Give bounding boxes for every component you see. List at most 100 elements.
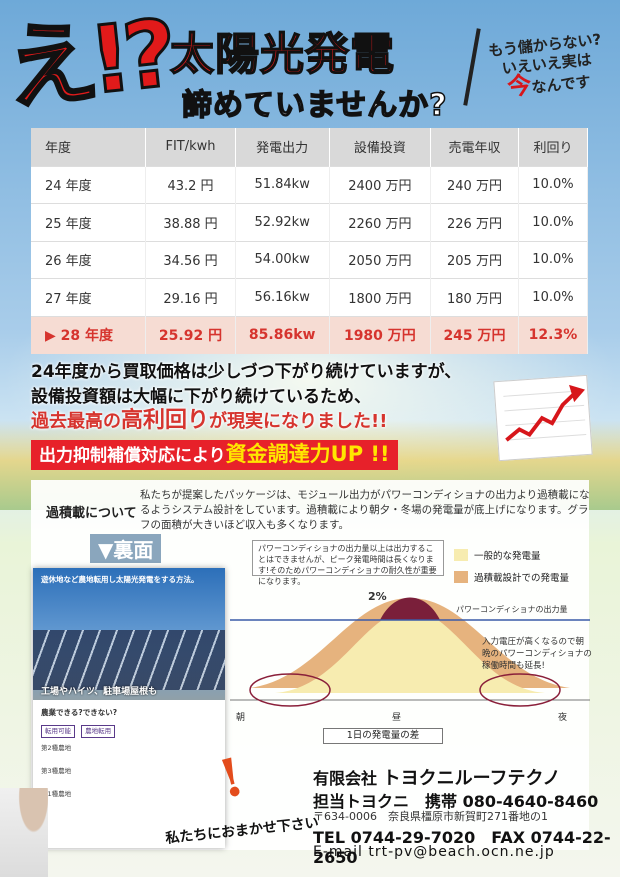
back-side-label: ▼裏面 [90, 534, 162, 563]
cell-yield: 10.0% [518, 240, 589, 279]
staff-photo [0, 788, 48, 877]
cell-investment: 1980 万円 [329, 315, 432, 354]
col-header-year: 年度 [31, 128, 147, 166]
body-line4-big: 資金調達力UP !! [225, 442, 390, 466]
cell-revenue: 205 万円 [430, 240, 519, 279]
cell-investment: 2050 万円 [329, 240, 432, 279]
side-note: もう儲からない? いえいえ実は 今なんです [475, 29, 619, 103]
cell-yield: 12.3% [518, 315, 589, 354]
cell-revenue: 180 万円 [430, 278, 519, 317]
cell-fit: 43.2 円 [145, 165, 236, 204]
chart-title: 1日の発電量の差 [323, 728, 443, 744]
company-name: 有限会社 トヨクニルーフテクノ [313, 764, 560, 790]
col-header-fit: FIT/kwh [145, 128, 236, 166]
chart-right-note: 入力電圧が高くなるので朝晩のパワーコンディショナの稼働時間も延長! [482, 637, 592, 671]
address: 〒634-0006 奈良県橿原市新賀町271番地の1 [313, 810, 548, 823]
cell-revenue: 226 万円 [430, 203, 519, 242]
company-prefix: 有限会社 [313, 769, 378, 788]
yield-table-card: 年度 FIT/kwh 発電出力 設備投資 売電年収 利回り 24 年度 43.2… [31, 128, 589, 354]
contact-person: 担当トヨクニ 携帯 080-4640-8460 [313, 792, 599, 811]
flyer-heading: 遊休地など農地転用し太陽光発電をする方法。 [41, 575, 199, 584]
evening-highlight [479, 673, 561, 707]
overloading-description: 私たちが提案したパッケージは、モジュール出力がパワーコンディショナの出力より過積… [140, 489, 590, 531]
cell-output: 54.00kw [235, 240, 330, 279]
legend-item-overloaded: 過積載設計での発電量 [454, 570, 569, 584]
legend-swatch [454, 571, 468, 583]
cell-output: 51.84kw [235, 165, 330, 204]
table-row: 24 年度 43.2 円 51.84kw 2400 万円 240 万円 10.0… [31, 165, 589, 204]
flyer-tag: 農地転用 [81, 725, 116, 738]
yield-table: 年度 FIT/kwh 発電出力 設備投資 売電年収 利回り 24 年度 43.2… [31, 128, 589, 354]
pcs-line-label: パワーコンディショナの出力量 [456, 605, 568, 614]
cell-output: 52.92kw [235, 203, 330, 242]
cell-fit: 29.16 円 [145, 278, 236, 317]
cell-output: 85.86kw [235, 315, 330, 354]
tel-fax: TEL 0744-29-7020 FAX 0744-22-2650 [313, 828, 611, 867]
flyer-photo: 遊休地など農地転用し太陽光発電をする方法。 工場やハイツ、駐車場屋根も [33, 568, 225, 700]
cell-year: 25 年度 [31, 203, 147, 242]
body-line3-a: 過去最高の [31, 411, 121, 432]
flyer-body: 農業できる?できない? 転用可能 農地転用 第2種農地 第3種農地 第1種農地 [33, 700, 225, 807]
cell-investment: 2260 万円 [329, 203, 432, 242]
cell-year: 27 年度 [31, 278, 147, 317]
col-header-revenue: 売電年収 [430, 128, 519, 166]
table-row-highlight: ▶ 28 年度 25.92 円 85.86kw 1980 万円 245 万円 1… [31, 315, 589, 354]
x-tick-morning: 朝 [236, 713, 246, 723]
x-tick-noon: 昼 [392, 713, 402, 723]
peak-cap [380, 597, 440, 620]
body-line3-b: が現実になりました!! [209, 411, 388, 432]
side-note-line3-text: なんです [530, 72, 592, 97]
overloading-heading: 過積載について [46, 506, 137, 521]
cell-investment: 1800 万円 [329, 278, 432, 317]
email-link[interactable]: E-mail trt-pv@beach.ocn.ne.jp [313, 844, 555, 860]
cell-revenue: 245 万円 [430, 315, 519, 354]
legend-label: 過積載設計での発電量 [474, 573, 570, 584]
col-header-investment: 設備投資 [329, 128, 432, 166]
flyer-tag: 転用可能 [41, 725, 75, 738]
legend-swatch [454, 549, 468, 561]
flyer-subheading: 農業できる?できない? [41, 708, 118, 717]
col-header-output: 発電出力 [235, 128, 330, 166]
cell-year: ▶ 28 年度 [31, 315, 147, 354]
cell-investment: 2400 万円 [329, 165, 432, 204]
solar-panels-image [33, 630, 225, 690]
rising-chart-icon [493, 374, 593, 462]
cell-output: 56.16kw [235, 278, 330, 317]
cell-year: 24 年度 [31, 165, 147, 204]
cell-fit: 38.88 円 [145, 203, 236, 242]
body-line2: 設備投資額は大幅に下がり続けているため、 [31, 387, 371, 407]
cell-yield: 10.0% [518, 203, 589, 242]
title-line1: 太陽光発電 [169, 28, 395, 81]
body-line4: 出力抑制補償対応により資金調達力UP !! [31, 440, 398, 470]
general-area [275, 610, 545, 693]
chart-note: パワーコンディショナの出力量以上は出力することはできませんが、ピーク発電時間は長… [252, 540, 444, 586]
flyer-item: 第3種農地 [41, 767, 72, 775]
peak-percent-label: 2% [368, 590, 387, 603]
chart-legend: 一般的な発電量 過積載設計での発電量 [454, 548, 569, 592]
col-header-yield: 利回り [518, 128, 589, 166]
body-line3-big: 高利回り [121, 408, 210, 433]
body-line4-a: 出力抑制補償対応により [39, 446, 226, 466]
cell-revenue: 240 万円 [430, 165, 519, 204]
legend-item-general: 一般的な発電量 [454, 548, 569, 562]
table-row: 25 年度 38.88 円 52.92kw 2260 万円 226 万円 10.… [31, 203, 589, 242]
generation-curve-chart [230, 597, 590, 707]
body-line3: 過去最高の高利回りが現実になりました!! [31, 409, 511, 434]
cell-yield: 10.0% [518, 278, 589, 317]
x-tick-night: 夜 [558, 713, 568, 723]
title-exclamation: え!? [0, 0, 176, 125]
table-row: 27 年度 29.16 円 56.16kw 1800 万円 180 万円 10.… [31, 278, 589, 317]
morning-highlight [249, 673, 331, 707]
cell-fit: 25.92 円 [145, 315, 236, 354]
body-line1: 24年度から買取価格は少しづつ下がり続けていますが、 [31, 362, 462, 382]
legend-label: 一般的な発電量 [474, 551, 541, 562]
body-text: 24年度から買取価格は少しづつ下がり続けていますが、 設備投資額は大幅に下がり続… [31, 360, 511, 470]
flyer-item: 第2種農地 [41, 744, 72, 752]
side-note-emphasis: 今 [505, 70, 533, 102]
cell-yield: 10.0% [518, 165, 589, 204]
table-row: 26 年度 34.56 円 54.00kw 2050 万円 205 万円 10.… [31, 240, 589, 279]
back-side-flyer-preview: 遊休地など農地転用し太陽光発電をする方法。 工場やハイツ、駐車場屋根も 農業でき… [33, 568, 225, 848]
flyer-caption: 工場やハイツ、駐車場屋根も [41, 687, 158, 697]
table-header-row: 年度 FIT/kwh 発電出力 設備投資 売電年収 利回り [31, 128, 589, 166]
company-main-name: トヨクニルーフテクノ [382, 768, 561, 789]
